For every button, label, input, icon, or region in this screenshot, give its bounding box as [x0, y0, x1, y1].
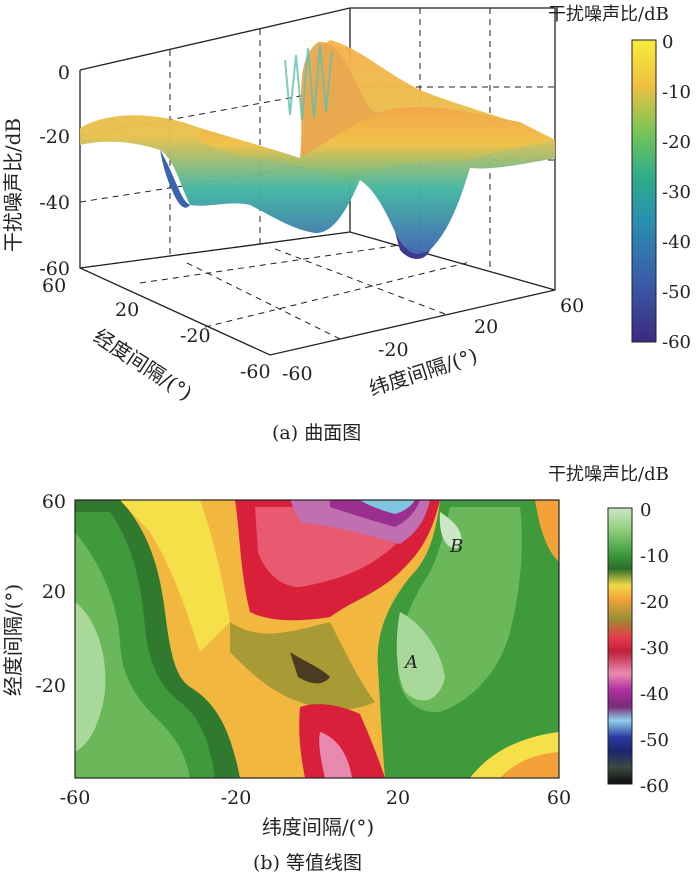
y-tick: 20 [42, 581, 66, 603]
x-tick: 20 [386, 787, 410, 809]
z-tick: 0 [58, 62, 70, 84]
annotation-B: B [449, 536, 463, 557]
colorbar-tick: -50 [640, 730, 669, 751]
x-tick: 60 [547, 787, 571, 809]
colorbar [631, 39, 657, 343]
z-tick: -20 [39, 126, 70, 148]
surface-plot: 0 -20 -40 -60 干扰噪声比/dB 60 20 -20 -60 经度间… [1, 4, 691, 405]
colorbar-tick: 0 [640, 500, 651, 521]
colorbar-tick: -10 [662, 82, 691, 103]
contour-fill [75, 500, 559, 778]
colorbar-label: 干扰噪声比/dB [548, 464, 669, 485]
y-tick: -20 [180, 325, 211, 347]
z-tick: -60 [39, 258, 70, 280]
contour-plot: 干扰噪声比/dB A B 60 20 [1, 464, 669, 839]
colorbar-tick: -20 [662, 132, 691, 153]
x-tick: -20 [378, 339, 409, 361]
colorbar-tick: -60 [662, 332, 691, 353]
caption-b: (b) 等值线图 [253, 852, 363, 874]
y-tick: 60 [42, 275, 66, 297]
y-axis-label: 经度间隔/(°) [1, 584, 25, 696]
z-tick: -40 [39, 192, 70, 214]
colorbar-tick: 0 [662, 32, 673, 53]
colorbar-tick: -50 [662, 282, 691, 303]
colorbar-tick: -60 [640, 776, 669, 797]
colorbar-tick: -40 [640, 684, 669, 705]
z-axis-label: 干扰噪声比/dB [1, 118, 25, 252]
colorbar-ticks: 0 -10 -20 -30 -40 -50 -60 [640, 500, 669, 797]
colorbar-tick: -40 [662, 232, 691, 253]
z-ticks: 0 -20 -40 -60 [39, 62, 70, 280]
colorbar-tick: -20 [640, 592, 669, 613]
colorbar-label: 干扰噪声比/dB [548, 4, 669, 25]
x-ticks: -60 -20 20 60 [60, 787, 571, 809]
x-axis-label: 纬度间隔/(°) [262, 815, 374, 839]
colorbar [607, 507, 633, 785]
y-tick: -60 [240, 361, 271, 383]
x-tick: -60 [282, 363, 313, 385]
colorbar-tick: -10 [640, 546, 669, 567]
y-tick: -20 [35, 675, 66, 697]
y-tick: 20 [115, 299, 139, 321]
x-ticks: 60 20 -20 -60 [282, 295, 584, 385]
y-tick: 60 [42, 491, 66, 513]
x-tick: 20 [474, 316, 498, 338]
colorbar-tick: -30 [640, 638, 669, 659]
colorbar-tick: -30 [662, 182, 691, 203]
plot-frame [74, 499, 560, 779]
annotation-A: A [403, 652, 418, 673]
colorbar-ticks: 0 -10 -20 -30 -40 -50 -60 [662, 32, 691, 353]
surface-mesh [80, 40, 555, 259]
caption-a: (a) 曲面图 [272, 422, 362, 444]
x-tick: -20 [221, 787, 252, 809]
y-ticks: 60 20 -20 [35, 491, 66, 697]
x-tick: 60 [560, 295, 584, 317]
y-ticks: 60 20 -20 -60 [42, 275, 271, 383]
x-tick: -60 [60, 787, 91, 809]
